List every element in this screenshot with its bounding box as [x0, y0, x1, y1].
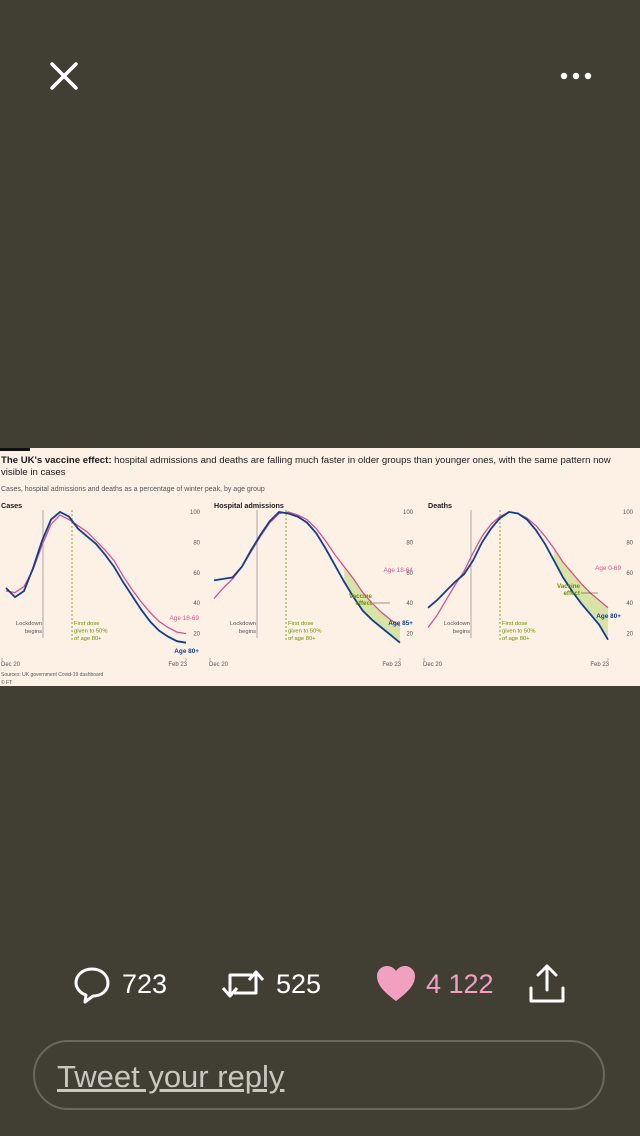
like-button[interactable]: 4 122	[376, 958, 494, 1010]
chart-subtitle: Cases, hospital admissions and deaths as…	[1, 486, 265, 493]
panel-title-hospital: Hospital admissions	[214, 501, 284, 510]
series-label-younger: Age 0-69	[595, 565, 621, 572]
first-dose-label-line2: given to 50%	[502, 629, 536, 635]
tweet-action-bar: 723 525 4 122	[0, 958, 640, 1010]
lockdown-label-line1: Lockdown	[16, 621, 42, 627]
x-start-label: Dec 20	[209, 662, 229, 668]
lockdown-label-line2: begins	[25, 629, 42, 635]
first-dose-label-line2: given to 50%	[288, 629, 322, 635]
y-tick-label: 60	[193, 571, 200, 577]
first-dose-label-line3: of age 80+	[502, 636, 530, 642]
series-label-older: Age 80+	[174, 648, 199, 655]
y-tick-label: 80	[193, 540, 200, 546]
reply-bubble-icon	[74, 967, 110, 1004]
first-dose-label-line1: First dose	[74, 621, 99, 627]
y-tick-label: 60	[626, 571, 633, 577]
x-start-label: Dec 20	[423, 662, 443, 668]
share-icon	[529, 964, 565, 1003]
vaccine-effect-area	[554, 548, 608, 640]
share-button[interactable]	[526, 958, 568, 1010]
tweet-media-image[interactable]: The UK's vaccine effect: hospital admiss…	[0, 448, 640, 686]
x-end-label: Feb 23	[590, 662, 609, 668]
lockdown-label-line1: Lockdown	[444, 621, 470, 627]
series-line-older	[427, 511, 609, 641]
reply-input[interactable]: Tweet your reply	[33, 1040, 605, 1110]
x-end-label: Feb 23	[382, 662, 401, 668]
vaccine-effect-label-line1: Vaccine	[349, 593, 373, 600]
y-tick-label: 40	[626, 601, 633, 607]
series-label-younger: Age 18-64	[384, 567, 414, 574]
reply-count: 723	[122, 968, 168, 999]
first-dose-label-line3: of age 80+	[288, 636, 316, 642]
y-tick-label: 100	[403, 510, 414, 516]
chart-source: Sources: UK government Covid-19 dashboar…	[1, 672, 104, 678]
more-dots-icon	[560, 72, 592, 80]
y-tick-label: 60	[406, 571, 413, 577]
y-tick-label: 100	[623, 510, 634, 516]
y-tick-label: 20	[406, 632, 413, 638]
series-line-older	[5, 510, 187, 644]
ft-top-bar	[0, 448, 30, 451]
panel-title-deaths: Deaths	[428, 501, 452, 510]
series-label-older: Age 85+	[388, 620, 413, 627]
vaccine-effect-label-line2: effect	[563, 590, 580, 597]
x-start-label: Dec 20	[1, 662, 21, 668]
first-dose-label-line1: First dose	[502, 621, 527, 627]
line-charts: 100 80 60 40 20 Lockdown begins First dose given…	[1, 510, 634, 668]
series-line-younger	[427, 511, 609, 628]
y-tick-label: 80	[626, 540, 633, 546]
close-icon	[50, 62, 78, 90]
y-tick-label: 40	[406, 601, 413, 607]
series-label-older: Age 80+	[596, 613, 621, 620]
panel-title-cases: Cases	[1, 501, 23, 510]
y-tick-label: 40	[193, 601, 200, 607]
series-label-younger: Age 18-69	[170, 615, 200, 622]
more-options-button[interactable]	[552, 60, 600, 92]
close-button[interactable]	[44, 56, 84, 96]
first-dose-label-line3: of age 80+	[74, 636, 102, 642]
first-dose-label-line1: First dose	[288, 621, 313, 627]
lockdown-label-line2: begins	[239, 629, 256, 635]
y-tick-label: 20	[193, 632, 200, 638]
lockdown-label-line1: Lockdown	[230, 621, 256, 627]
first-dose-label-line2: given to 50%	[74, 629, 108, 635]
reply-button[interactable]: 723	[72, 958, 167, 1010]
vaccine-effect-label-line2: effect	[355, 600, 372, 607]
y-tick-label: 80	[406, 540, 413, 546]
heart-icon	[377, 966, 415, 1001]
retweet-button[interactable]: 525	[220, 958, 321, 1010]
retweet-icon	[221, 970, 265, 998]
y-tick-label: 20	[626, 632, 633, 638]
series-line-younger	[5, 514, 187, 635]
chart-credit: © FT	[1, 680, 13, 686]
like-count: 4 122	[426, 968, 494, 999]
lockdown-label-line2: begins	[453, 629, 470, 635]
chart-headline: The UK's vaccine effect: hospital admiss…	[1, 455, 611, 478]
series-line-older	[213, 511, 401, 644]
y-tick-label: 100	[190, 510, 201, 516]
vaccine-effect-area	[344, 566, 400, 643]
x-end-label: Feb 23	[168, 662, 187, 668]
reply-placeholder: Tweet your reply	[57, 1059, 285, 1094]
vaccine-effect-label-line1: Vaccine	[557, 583, 581, 590]
retweet-count: 525	[276, 968, 322, 999]
